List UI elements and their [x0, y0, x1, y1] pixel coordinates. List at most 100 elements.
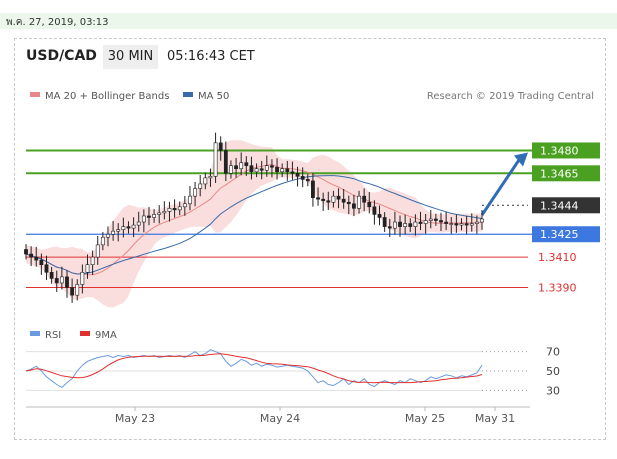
candle-body — [300, 176, 305, 180]
candle-body — [321, 198, 326, 202]
candle-body — [413, 221, 418, 227]
candle-body — [188, 195, 192, 205]
rsi-legend-label: RSI — [45, 330, 61, 341]
candle-body — [44, 264, 49, 273]
candle-body — [239, 162, 244, 170]
level-label-1.3444: 1.3444 — [540, 199, 579, 212]
candle-body — [100, 236, 105, 246]
candle-body — [316, 197, 320, 200]
candle-body — [469, 223, 474, 226]
candle-body — [254, 168, 259, 173]
candle-body — [336, 195, 341, 200]
moving-averages — [25, 163, 483, 276]
projection-arrow-head — [514, 152, 528, 167]
candle-body — [95, 244, 100, 258]
candle-body — [223, 150, 228, 174]
candle-body — [234, 165, 238, 170]
candle-body — [126, 226, 131, 229]
rsi-tick-30: 30 — [546, 384, 560, 397]
candle-body — [177, 206, 182, 211]
level-label-1.3480: 1.3480 — [540, 144, 579, 157]
candle-body — [403, 223, 408, 227]
ma50-line — [25, 175, 483, 275]
currency-pair: USD/CAD — [26, 48, 97, 64]
level-lines — [26, 149, 532, 289]
candle-body — [464, 223, 469, 226]
candles — [24, 132, 484, 303]
ma20-legend-label: MA 20 + Bollinger Bands — [45, 91, 169, 102]
candle-body — [131, 224, 136, 229]
date-text: พ.ค. 27, 2019, 03:13 — [6, 17, 109, 28]
candle-body — [305, 179, 310, 182]
x-label-May-23: May 23 — [115, 412, 155, 425]
candle-body — [203, 177, 208, 185]
candle-body — [439, 220, 443, 223]
candle-body — [34, 256, 39, 261]
candle-body — [372, 206, 377, 215]
ma50-legend-label: MA 50 — [198, 91, 229, 102]
candle-body — [433, 218, 438, 221]
level-tag-1.3425 — [532, 226, 600, 243]
candle-body — [208, 176, 213, 179]
candle-body — [290, 171, 295, 174]
candle-body — [162, 211, 167, 214]
candle-body — [29, 253, 34, 258]
candle-body — [346, 201, 351, 205]
x-label-May-25: May 25 — [405, 412, 445, 425]
candle-body — [428, 218, 433, 221]
candle-body — [474, 221, 479, 224]
level-label-1.3425: 1.3425 — [540, 228, 579, 241]
candle-body — [65, 276, 69, 288]
level-label-1.3465: 1.3465 — [540, 167, 579, 180]
candle-body — [90, 256, 95, 265]
ma50-legend-swatch — [183, 92, 193, 97]
candle-body — [106, 233, 110, 238]
rsi-ma-line — [25, 353, 483, 384]
x-axis: May 23 May 24 May 25 May 31 — [26, 406, 530, 425]
candle-body — [249, 165, 254, 173]
rsi-tick-70: 70 — [546, 346, 560, 359]
candle-body — [357, 195, 361, 209]
candle-body — [172, 208, 177, 211]
projection-arrow-line — [480, 157, 522, 216]
candle-body — [193, 188, 197, 197]
candle-body — [362, 195, 367, 203]
candle-body — [24, 249, 28, 255]
candle-body — [141, 215, 146, 223]
candle-body — [295, 173, 300, 177]
rsi-ma-legend-swatch — [80, 331, 90, 336]
candle-body — [444, 221, 449, 224]
candle-body — [264, 165, 269, 171]
candle-body — [270, 165, 274, 168]
rsi-line — [25, 349, 483, 389]
candle-body — [111, 230, 116, 235]
candle-body — [59, 276, 64, 284]
candle-body — [423, 220, 428, 224]
candle-body — [229, 165, 233, 174]
candle-body — [418, 221, 423, 224]
candle-body — [167, 208, 172, 212]
candle-body — [352, 203, 356, 209]
rsi-panel: RSI 9MA 70 50 30 — [25, 330, 560, 397]
candle-body — [382, 217, 387, 227]
level-label-1.3390: 1.3390 — [538, 282, 577, 295]
candle-body — [454, 223, 459, 226]
candle-body — [408, 223, 413, 227]
candle-body — [459, 223, 464, 226]
candle-body — [70, 287, 75, 296]
candle-body — [80, 272, 85, 285]
candle-body — [136, 221, 141, 226]
level-label-1.3410: 1.3410 — [538, 251, 577, 264]
candle-body — [157, 212, 162, 215]
chart-credit: Research © 2019 Trading Central — [427, 91, 594, 102]
candle-body — [259, 168, 264, 171]
date-bar: พ.ค. 27, 2019, 03:13 — [0, 13, 617, 29]
rsi-legend-swatch — [30, 331, 40, 336]
candle-body — [392, 221, 397, 229]
candle-body — [54, 278, 59, 284]
candle-body — [387, 226, 392, 229]
timeframe-badge[interactable]: 30 MIN — [103, 45, 158, 69]
candle-body — [331, 195, 336, 203]
candle-body — [285, 168, 290, 173]
